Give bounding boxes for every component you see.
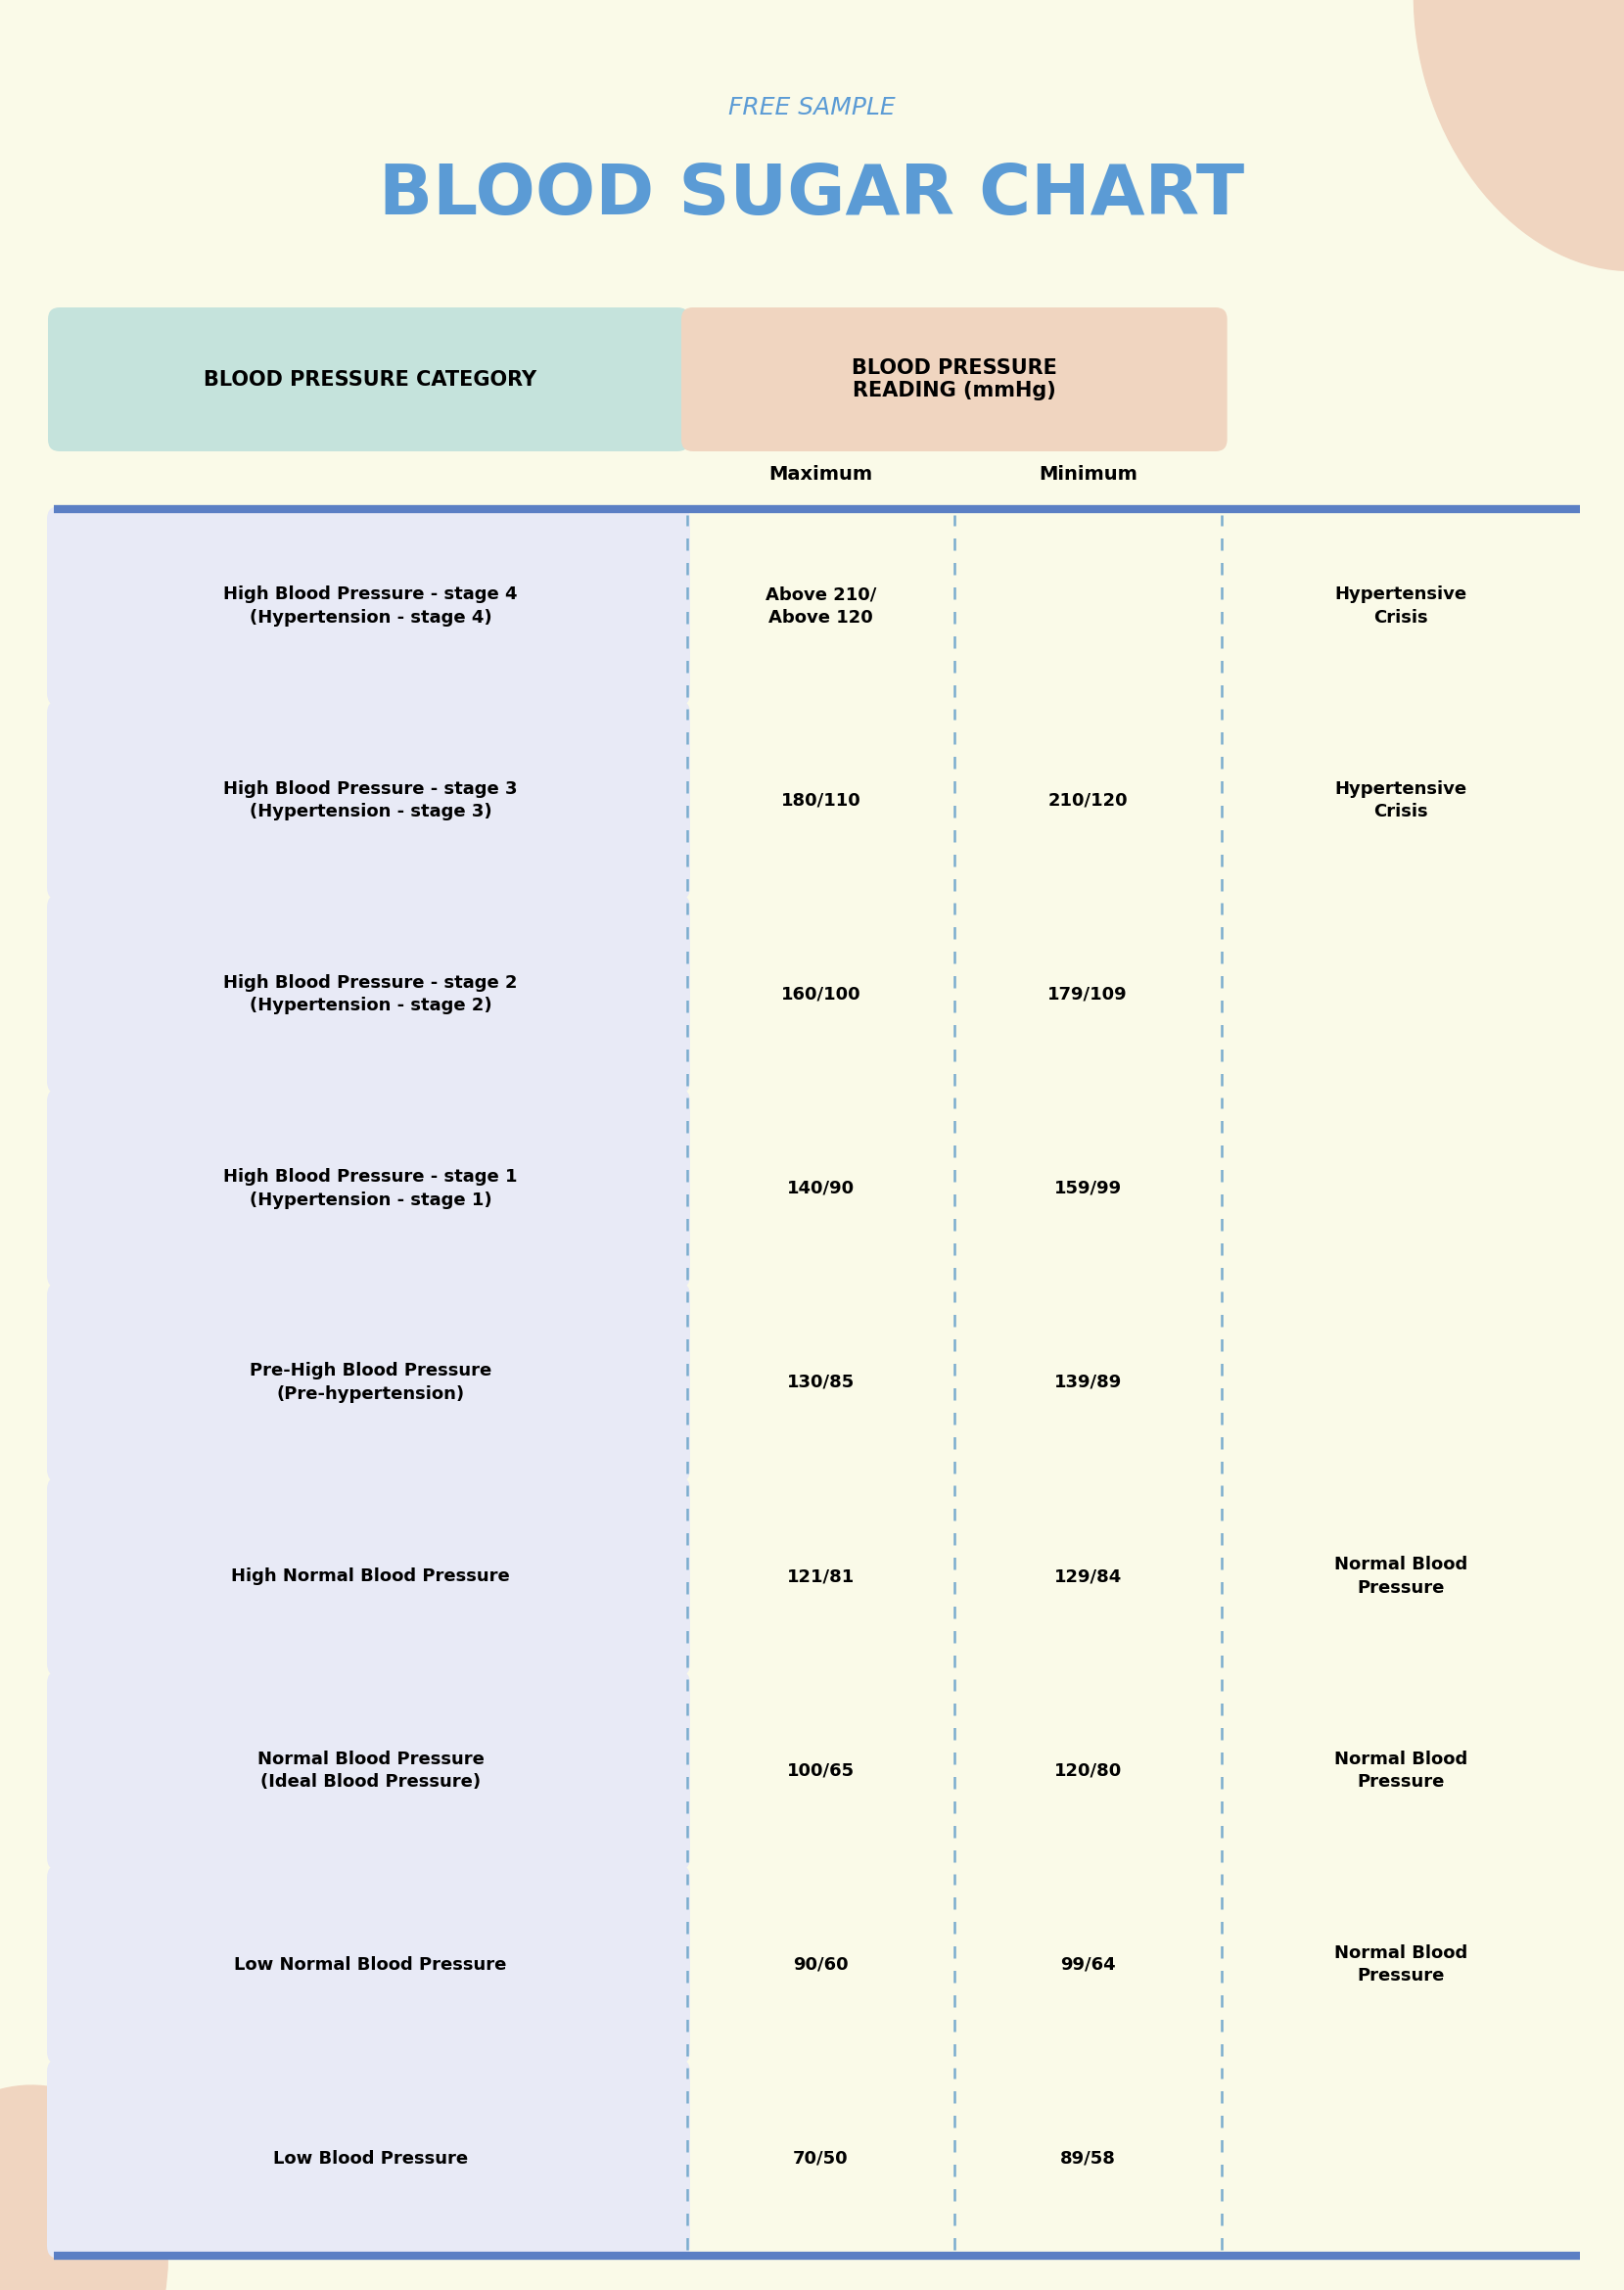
FancyBboxPatch shape	[47, 1088, 690, 1289]
Text: 130/85: 130/85	[786, 1374, 854, 1392]
Text: Normal Blood
Pressure: Normal Blood Pressure	[1333, 1750, 1468, 1791]
Ellipse shape	[1415, 0, 1624, 270]
Text: 160/100: 160/100	[781, 985, 861, 1003]
FancyBboxPatch shape	[47, 895, 690, 1095]
Text: 140/90: 140/90	[788, 1179, 854, 1198]
Text: 90/60: 90/60	[793, 1956, 848, 1974]
Text: 99/64: 99/64	[1060, 1956, 1116, 1974]
Text: High Blood Pressure - stage 3
(Hypertension - stage 3): High Blood Pressure - stage 3 (Hypertens…	[224, 781, 518, 820]
Text: FREE SAMPLE: FREE SAMPLE	[729, 96, 895, 119]
Text: 70/50: 70/50	[793, 2150, 848, 2169]
Text: 159/99: 159/99	[1054, 1179, 1122, 1198]
FancyBboxPatch shape	[47, 1282, 690, 1482]
Text: 210/120: 210/120	[1047, 792, 1127, 808]
Text: Hypertensive
Crisis: Hypertensive Crisis	[1335, 781, 1466, 820]
Text: 129/84: 129/84	[1054, 1569, 1122, 1585]
Text: 180/110: 180/110	[781, 792, 861, 808]
Text: Normal Blood Pressure
(Ideal Blood Pressure): Normal Blood Pressure (Ideal Blood Press…	[257, 1750, 484, 1791]
Text: Minimum: Minimum	[1038, 465, 1137, 483]
Text: BLOOD SUGAR CHART: BLOOD SUGAR CHART	[380, 163, 1244, 229]
FancyBboxPatch shape	[47, 1672, 690, 1871]
Text: Hypertensive
Crisis: Hypertensive Crisis	[1335, 586, 1466, 627]
Text: 120/80: 120/80	[1054, 1761, 1122, 1779]
FancyBboxPatch shape	[47, 2059, 690, 2258]
Text: BLOOD PRESSURE
READING (mmHg): BLOOD PRESSURE READING (mmHg)	[851, 357, 1057, 401]
FancyBboxPatch shape	[47, 506, 690, 705]
FancyBboxPatch shape	[682, 307, 1228, 451]
Text: High Normal Blood Pressure: High Normal Blood Pressure	[231, 1569, 510, 1585]
Text: Low Normal Blood Pressure: Low Normal Blood Pressure	[234, 1956, 507, 1974]
Text: High Blood Pressure - stage 2
(Hypertension - stage 2): High Blood Pressure - stage 2 (Hypertens…	[224, 973, 518, 1014]
Text: High Blood Pressure - stage 4
(Hypertension - stage 4): High Blood Pressure - stage 4 (Hypertens…	[224, 586, 518, 627]
FancyBboxPatch shape	[47, 701, 690, 900]
Text: 121/81: 121/81	[786, 1569, 854, 1585]
Text: BLOOD PRESSURE CATEGORY: BLOOD PRESSURE CATEGORY	[205, 369, 538, 389]
Text: 100/65: 100/65	[788, 1761, 854, 1779]
FancyBboxPatch shape	[47, 1864, 690, 2066]
FancyBboxPatch shape	[49, 307, 689, 451]
Text: Normal Blood
Pressure: Normal Blood Pressure	[1333, 1944, 1468, 1985]
Text: Maximum: Maximum	[768, 465, 872, 483]
Text: Normal Blood
Pressure: Normal Blood Pressure	[1333, 1557, 1468, 1596]
Text: Low Blood Pressure: Low Blood Pressure	[273, 2150, 468, 2169]
Text: High Blood Pressure - stage 1
(Hypertension - stage 1): High Blood Pressure - stage 1 (Hypertens…	[224, 1168, 518, 1209]
Text: Above 210/
Above 120: Above 210/ Above 120	[765, 586, 877, 627]
Ellipse shape	[0, 2086, 167, 2290]
Text: 179/109: 179/109	[1047, 985, 1127, 1003]
Text: Pre-High Blood Pressure
(Pre-hypertension): Pre-High Blood Pressure (Pre-hypertensio…	[250, 1363, 492, 1404]
Text: 139/89: 139/89	[1054, 1374, 1122, 1392]
Text: 89/58: 89/58	[1060, 2150, 1116, 2169]
FancyBboxPatch shape	[47, 1477, 690, 1676]
